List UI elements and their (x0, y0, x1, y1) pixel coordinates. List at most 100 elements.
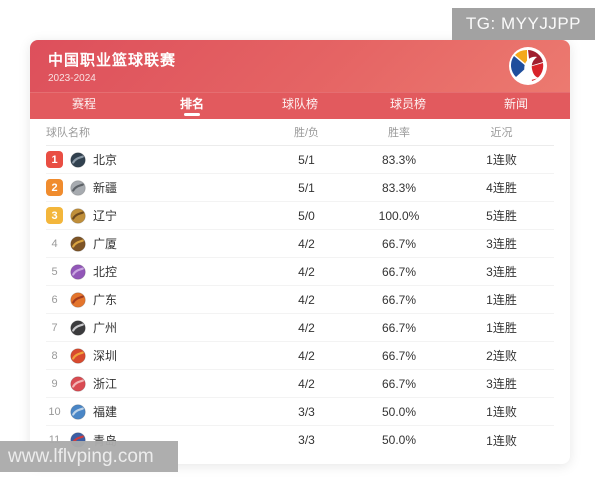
record-value: 4/2 (298, 376, 315, 391)
record-value: 4/2 (298, 320, 315, 335)
tab-label: 排名 (179, 96, 204, 111)
rank-badge: 7 (51, 321, 58, 334)
recent-form-value: 1连胜 (486, 293, 517, 307)
active-tab-underline (184, 112, 200, 116)
table-row[interactable]: 3 辽宁 5/0 100.0% 5连胜 (46, 202, 554, 230)
win-rate-value: 50.0% (381, 404, 417, 419)
column-header-win-rate: 胜率 (388, 127, 410, 139)
league-header: 中国职业篮球联赛 2023-2024 (30, 40, 570, 92)
team-logo-icon (70, 291, 86, 308)
record-value: 3/3 (298, 404, 315, 419)
recent-form-value: 5连胜 (486, 209, 517, 223)
season-label: 2023-2024 (48, 73, 96, 84)
recent-form-value: 1连败 (486, 153, 517, 167)
active-tab-underline (400, 113, 416, 116)
rank-badge: 5 (51, 265, 58, 278)
win-rate-value: 66.7% (381, 348, 417, 363)
record-value: 5/1 (298, 180, 315, 195)
record-value: 4/2 (298, 264, 315, 279)
team-name: 辽宁 (93, 209, 118, 223)
tab-label: 赛程 (71, 96, 96, 111)
tab-label: 球员榜 (389, 96, 426, 111)
tab-label: 球队榜 (281, 96, 318, 111)
cba-logo-icon (509, 47, 547, 85)
win-rate-value: 66.7% (381, 236, 417, 251)
tab-新闻[interactable]: 新闻 (462, 93, 570, 119)
team-logo-icon (70, 207, 86, 224)
team-logo-icon (70, 375, 86, 392)
team-logo-icon (70, 347, 86, 364)
recent-form-value: 4连胜 (486, 181, 517, 195)
team-name: 北控 (93, 265, 118, 279)
table-row[interactable]: 1 北京 5/1 83.3% 1连败 (46, 146, 554, 174)
team-logo-icon (70, 319, 86, 336)
column-header-record: 胜/负 (293, 127, 320, 139)
win-rate-value: 66.7% (381, 320, 417, 335)
recent-form-value: 1连胜 (486, 321, 517, 335)
tg-contact-badge: TG: MYYJJPP (451, 8, 595, 40)
standings-table: 球队名称 胜/负 胜率 近况 1 北京 5/1 83.3% 1连败 2 (30, 119, 570, 464)
record-value: 4/2 (298, 292, 315, 307)
team-name: 北京 (93, 153, 118, 167)
win-rate-value: 83.3% (381, 180, 417, 195)
win-rate-value: 50.0% (381, 433, 417, 447)
win-rate-value: 83.3% (381, 152, 417, 167)
team-name: 广东 (93, 293, 118, 307)
team-name: 广厦 (93, 237, 118, 251)
table-row[interactable]: 9 浙江 4/2 66.7% 3连胜 (46, 370, 554, 398)
team-logo-icon (70, 179, 86, 196)
record-value: 4/2 (298, 348, 315, 363)
table-row[interactable]: 8 深圳 4/2 66.7% 2连败 (46, 342, 554, 370)
win-rate-value: 66.7% (381, 376, 417, 391)
active-tab-underline (76, 113, 92, 116)
table-row[interactable]: 2 新疆 5/1 83.3% 4连胜 (46, 174, 554, 202)
team-name: 福建 (93, 405, 118, 419)
recent-form-value: 3连胜 (486, 237, 517, 251)
win-rate-value: 66.7% (381, 292, 417, 307)
table-row[interactable]: 7 广州 4/2 66.7% 1连胜 (46, 314, 554, 342)
rank-badge: 4 (51, 237, 58, 250)
tab-球队榜[interactable]: 球队榜 (246, 93, 354, 119)
tab-bar: 赛程 排名 球队榜 球员榜 新闻 (30, 92, 570, 119)
team-logo-icon (70, 263, 86, 280)
team-logo-icon (70, 235, 86, 252)
column-header-recent: 近况 (490, 127, 513, 139)
record-value: 4/2 (298, 236, 315, 251)
win-rate-value: 66.7% (381, 264, 417, 279)
win-rate-value: 100.0% (378, 208, 420, 223)
rank-badge: 10 (48, 405, 61, 418)
rank-badge: 3 (46, 207, 63, 224)
rank-badge: 9 (51, 377, 58, 390)
rank-badge: 1 (46, 151, 63, 168)
tab-排名[interactable]: 排名 (138, 93, 246, 119)
team-name: 深圳 (93, 349, 118, 363)
league-title: 中国职业篮球联赛 (48, 52, 177, 69)
tab-label: 新闻 (503, 96, 528, 111)
rank-badge: 2 (46, 179, 63, 196)
rank-badge: 11 (48, 434, 61, 446)
active-tab-underline (508, 113, 524, 116)
team-name: 新疆 (93, 181, 118, 195)
table-row[interactable]: 4 广厦 4/2 66.7% 3连胜 (46, 230, 554, 258)
table-header-row: 球队名称 胜/负 胜率 近况 (46, 119, 554, 146)
record-value: 5/0 (298, 208, 315, 223)
record-value: 3/3 (298, 433, 315, 447)
table-row[interactable]: 10 福建 3/3 50.0% 1连败 (46, 398, 554, 426)
standings-card: 中国职业篮球联赛 2023-2024 赛程 排名 球队榜 球员榜 新闻 球队名称 (30, 40, 570, 464)
team-name: 广州 (93, 321, 118, 335)
tab-球员榜[interactable]: 球员榜 (354, 93, 462, 119)
table-row[interactable]: 5 北控 4/2 66.7% 3连胜 (46, 258, 554, 286)
table-row[interactable]: 6 广东 4/2 66.7% 1连胜 (46, 286, 554, 314)
recent-form-value: 2连败 (486, 349, 517, 363)
recent-form-value: 3连胜 (486, 265, 517, 279)
tab-赛程[interactable]: 赛程 (30, 93, 138, 119)
team-logo-icon (70, 403, 86, 420)
rank-badge: 6 (51, 293, 58, 306)
site-watermark: www.lflvping.com (0, 441, 178, 472)
rank-badge: 8 (51, 349, 58, 362)
record-value: 5/1 (298, 152, 315, 167)
table-body: 1 北京 5/1 83.3% 1连败 2 新疆 5/1 83.3% 4连胜 (46, 146, 554, 454)
team-logo-icon (70, 151, 86, 168)
team-name: 浙江 (93, 377, 118, 391)
column-header-team: 球队名称 (46, 127, 90, 139)
